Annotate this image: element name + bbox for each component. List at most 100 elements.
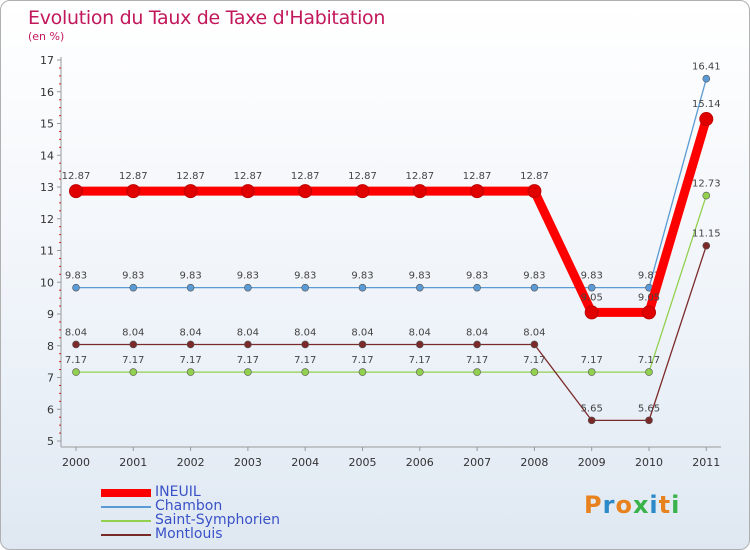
data-label-chambon: 9.83 [523,271,545,282]
data-label-montlouis: 8.04 [122,327,144,338]
legend-item-montlouis: Montlouis [101,526,361,542]
series-line-ineuil [76,117,711,317]
data-label-ineuil: 9.05 [581,292,603,303]
data-label-chambon: 9.83 [65,271,87,282]
x-tick-label: 2010 [635,456,663,469]
x-tick-label: 2002 [177,456,205,469]
data-point-saint-symphorien [702,191,711,200]
x-tick-label: 2007 [463,456,491,469]
y-tick-label: 8 [47,340,54,353]
data-label-saint-symphorien: 12.73 [692,179,721,190]
data-label-saint-symphorien: 7.17 [179,355,201,366]
data-point-montlouis [129,340,138,349]
data-label-chambon: 9.83 [237,271,259,282]
data-point-montlouis [415,340,424,349]
data-point-chambon [244,283,252,292]
data-label-chambon: 9.83 [351,271,373,282]
data-label-saint-symphorien: 7.17 [466,355,488,366]
legend-item-chambon: Chambon [101,498,361,514]
data-point-saint-symphorien [415,368,424,376]
logo-letter: t [658,491,672,519]
data-point-ineuil [527,184,542,199]
data-point-chambon [587,283,596,292]
legend-label: Montlouis [155,526,223,542]
data-point-montlouis [473,340,481,349]
data-point-saint-symphorien [358,368,367,376]
legend-swatch [101,534,151,536]
legend-item-ineuil: INEUIL [101,484,361,500]
data-label-chambon: 9.83 [581,271,603,282]
data-point-montlouis [587,416,596,425]
legend-swatch [101,506,151,508]
data-point-montlouis [72,340,80,349]
data-label-ineuil: 12.87 [405,171,434,182]
data-point-saint-symphorien [473,368,481,376]
data-label-montlouis: 8.04 [351,327,373,338]
data-point-montlouis [358,340,367,349]
data-point-ineuil [126,184,141,199]
x-tick-label: 2005 [349,456,377,469]
data-label-ineuil: 12.87 [62,171,91,182]
legend: INEUIL Chambon Saint-Symphorien Montlouis [101,484,361,542]
data-point-saint-symphorien [72,368,80,376]
data-label-montlouis: 8.04 [179,327,201,338]
y-tick-label: 17 [40,54,54,67]
data-label-ineuil: 12.87 [176,171,205,182]
y-tick-label: 16 [40,86,54,99]
data-label-saint-symphorien: 7.17 [638,355,660,366]
data-label-ineuil: 15.14 [692,99,721,110]
logo-letter: x [632,491,650,519]
data-point-saint-symphorien [301,368,310,376]
data-label-chambon: 16.41 [692,62,721,73]
data-label-ineuil: 12.87 [520,171,549,182]
data-point-chambon [72,283,80,292]
data-point-chambon [301,283,310,292]
data-label-chambon: 9.83 [122,271,144,282]
data-point-chambon [186,283,195,292]
proxiti-logo: Proxiti [584,491,680,519]
y-tick-label: 10 [40,276,54,289]
data-label-chambon: 9.83 [466,271,488,282]
x-tick-label: 2011 [692,456,720,469]
data-label-montlouis: 8.04 [466,327,488,338]
data-label-ineuil: 12.87 [291,171,320,182]
data-label-saint-symphorien: 7.17 [294,355,316,366]
legend-label: INEUIL [155,484,201,500]
data-label-montlouis: 11.15 [692,229,721,240]
series-line-saint-symphorien [76,195,707,373]
data-label-saint-symphorien: 7.17 [237,355,259,366]
data-point-ineuil [240,184,255,199]
data-point-saint-symphorien [530,368,539,376]
data-point-saint-symphorien [244,368,252,376]
data-label-chambon: 9.83 [294,271,316,282]
chart-title: Evolution du Taux de Taxe d'Habitation [28,7,386,29]
y-tick-label: 9 [47,308,54,321]
data-point-ineuil [584,305,599,320]
y-tick-label: 14 [40,149,54,162]
x-tick-label: 2006 [406,456,434,469]
series-chambon: 9.83 9.83 9.83 9.83 9.83 9.83 9.83 9.83 9.83 9.83… [65,62,721,292]
legend-swatch [101,520,151,522]
logo-letter: o [615,491,633,519]
data-point-chambon [702,74,711,83]
data-point-saint-symphorien [129,368,138,376]
data-point-montlouis [645,416,653,425]
legend-label: Chambon [155,498,223,514]
data-point-saint-symphorien [587,368,596,376]
x-tick-label: 2000 [62,456,90,469]
data-label-montlouis: 8.04 [65,327,87,338]
data-point-saint-symphorien [186,368,195,376]
data-point-montlouis [244,340,252,349]
data-label-chambon: 9.83 [638,271,660,282]
y-tick-label: 7 [47,372,54,385]
y-tick-label: 6 [47,403,54,416]
data-label-saint-symphorien: 7.17 [122,355,144,366]
data-point-montlouis [530,340,539,349]
data-label-montlouis: 5.65 [638,403,660,414]
y-tick-label: 12 [40,213,54,226]
data-label-montlouis: 8.04 [294,327,316,338]
data-label-saint-symphorien: 7.17 [409,355,431,366]
logo-letter: i [649,491,659,519]
